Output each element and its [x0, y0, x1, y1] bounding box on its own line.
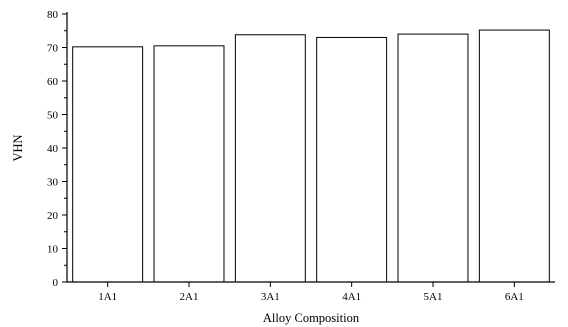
y-tick-label: 60 — [47, 76, 59, 88]
y-tick-label: 0 — [53, 277, 59, 289]
x-axis-ticks: 1A1 2A1 3A1 4A1 5A1 6A1 — [98, 282, 524, 303]
x-tick-label: 6A1 — [505, 291, 524, 303]
y-tick-label: 50 — [47, 110, 59, 122]
y-axis-title: VHN — [11, 134, 25, 161]
x-tick-label: 4A1 — [342, 291, 361, 303]
y-axis-ticks: 0 10 20 30 40 50 60 70 80 — [47, 9, 67, 289]
bar-5a1 — [397, 33, 469, 283]
x-tick-label: 3A1 — [261, 291, 280, 303]
y-tick-label: 20 — [47, 210, 59, 222]
y-tick-label: 10 — [47, 244, 59, 256]
x-tick-label: 5A1 — [424, 291, 443, 303]
y-tick-label: 70 — [47, 43, 59, 55]
bar-4a1 — [316, 36, 388, 283]
bar-1a1 — [72, 46, 144, 283]
x-tick-label: 2A1 — [180, 291, 199, 303]
y-tick-label: 80 — [47, 9, 59, 21]
x-axis-title: Alloy Composition — [263, 311, 360, 325]
x-tick-label: 1A1 — [98, 291, 117, 303]
y-tick-label: 30 — [47, 177, 59, 189]
bar-6a1 — [478, 29, 550, 283]
bars-group — [72, 29, 550, 283]
bar-2a1 — [153, 45, 225, 283]
bar-3a1 — [234, 34, 306, 283]
y-tick-label: 40 — [47, 143, 59, 155]
